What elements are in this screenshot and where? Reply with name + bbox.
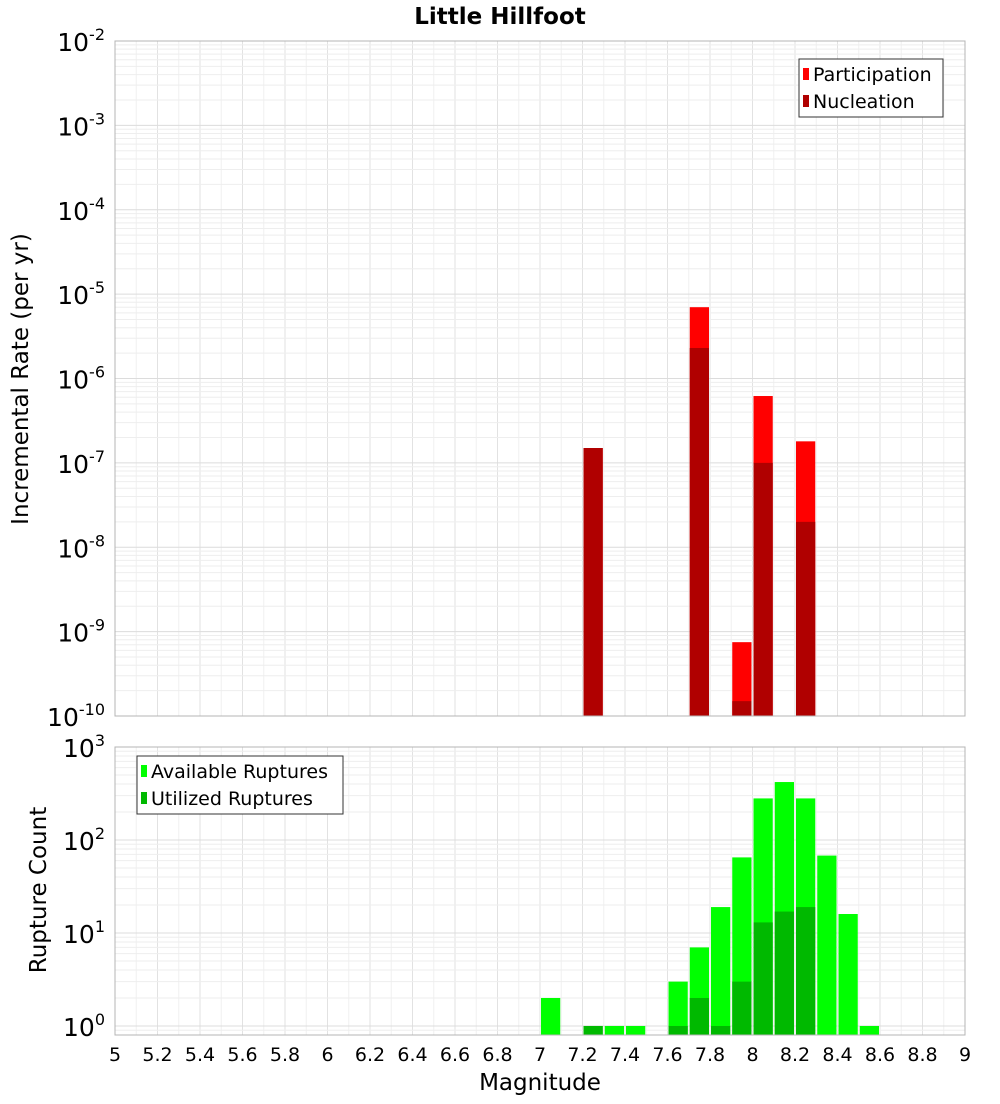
x-tick-label: 6 xyxy=(321,1044,333,1066)
bottom-bar-utilized-ruptures xyxy=(753,922,773,1035)
bottom-bar-utilized-ruptures xyxy=(711,1025,731,1035)
top-plot-frame xyxy=(114,40,966,717)
bottom-bar-available-ruptures xyxy=(626,1025,646,1035)
top-bar-nucleation xyxy=(689,347,709,716)
top-legend-label: Nucleation xyxy=(813,91,915,113)
top-legend-label: Participation xyxy=(813,64,932,86)
bottom-bar-available-ruptures xyxy=(541,997,561,1035)
x-tick-label: 8.8 xyxy=(907,1044,937,1066)
top-y-tick-label: 10-6 xyxy=(57,363,105,395)
x-tick-label: 6.6 xyxy=(440,1044,470,1066)
top-bar-nucleation xyxy=(796,521,816,716)
bottom-bar-available-ruptures xyxy=(604,1025,624,1035)
bottom-legend-label: Utilized Ruptures xyxy=(151,788,313,810)
bottom-legend: Available Ruptures Utilized Ruptures xyxy=(136,755,344,815)
top-legend: Participation Nucleation xyxy=(798,58,944,118)
bottom-legend-swatch xyxy=(141,792,147,804)
bottom-legend-label: Available Ruptures xyxy=(151,761,328,783)
top-grid xyxy=(114,40,966,717)
bottom-y-tick-label: 100 xyxy=(63,1010,105,1042)
bottom-plot-frame xyxy=(114,746,966,1036)
x-tick-label: 7.8 xyxy=(695,1044,725,1066)
bottom-bar-utilized-ruptures xyxy=(774,911,794,1035)
x-tick-label: 9 xyxy=(959,1044,971,1066)
top-y-tick-label: 10-9 xyxy=(57,616,105,648)
top-bar-nucleation xyxy=(753,462,773,716)
x-tick-label: 8.6 xyxy=(865,1044,895,1066)
x-axis-label: Magnitude xyxy=(479,1070,601,1096)
top-legend-box xyxy=(798,58,944,118)
top-y-tick-label: 10-2 xyxy=(57,25,105,57)
x-tick-label: 5 xyxy=(109,1044,121,1066)
x-tick-label: 6.2 xyxy=(355,1044,385,1066)
x-tick-label: 7.6 xyxy=(652,1044,682,1066)
bottom-bar-available-ruptures xyxy=(838,914,858,1035)
bottom-bar-utilized-ruptures xyxy=(583,1025,603,1035)
x-tick-label: 7.2 xyxy=(567,1044,597,1066)
x-tick-label: 6.4 xyxy=(397,1044,427,1066)
bottom-bar-utilized-ruptures xyxy=(689,997,709,1035)
bottom-bar-available-ruptures xyxy=(817,855,837,1035)
x-tick-label: 5.4 xyxy=(185,1044,215,1066)
x-tick-label: 8 xyxy=(746,1044,758,1066)
top-y-tick-label: 10-8 xyxy=(57,531,105,563)
bottom-legend-swatch xyxy=(141,765,147,777)
top-legend-swatch xyxy=(803,68,809,80)
top-y-tick-label: 10-10 xyxy=(47,700,105,732)
bottom-legend-box xyxy=(136,755,344,815)
top-y-axis-label: Incremental Rate (per yr) xyxy=(8,233,34,525)
bottom-bar-available-ruptures xyxy=(668,981,688,1035)
top-bar-nucleation xyxy=(583,448,603,716)
bottom-y-tick-label: 103 xyxy=(63,731,105,763)
top-legend-swatch xyxy=(803,95,809,107)
x-tick-label: 8.2 xyxy=(780,1044,810,1066)
x-tick-label: 5.8 xyxy=(270,1044,300,1066)
x-tick-label: 6.8 xyxy=(482,1044,512,1066)
x-tick-label: 5.6 xyxy=(227,1044,257,1066)
bottom-bar-available-ruptures xyxy=(859,1025,879,1035)
top-y-tick-label: 10-5 xyxy=(57,278,105,310)
bottom-bar-utilized-ruptures xyxy=(796,907,816,1035)
top-bar-nucleation xyxy=(732,701,752,716)
x-tick-label: 7 xyxy=(534,1044,546,1066)
bottom-y-axis-label: Rupture Count xyxy=(26,807,52,973)
chart-title: Little Hillfoot xyxy=(414,4,586,30)
bottom-bar-available-ruptures xyxy=(711,907,731,1035)
top-y-tick-label: 10-4 xyxy=(57,194,105,226)
top-y-tick-label: 10-7 xyxy=(57,447,105,479)
top-bar-participation xyxy=(732,642,752,716)
x-tick-label: 5.2 xyxy=(142,1044,172,1066)
x-tick-label: 8.4 xyxy=(822,1044,852,1066)
bottom-bar-utilized-ruptures xyxy=(668,1025,688,1035)
bottom-y-tick-label: 101 xyxy=(63,917,105,949)
bottom-bar-utilized-ruptures xyxy=(732,981,752,1035)
bottom-y-tick-label: 102 xyxy=(63,824,105,856)
x-tick-label: 7.4 xyxy=(610,1044,640,1066)
top-y-tick-label: 10-3 xyxy=(57,109,105,141)
